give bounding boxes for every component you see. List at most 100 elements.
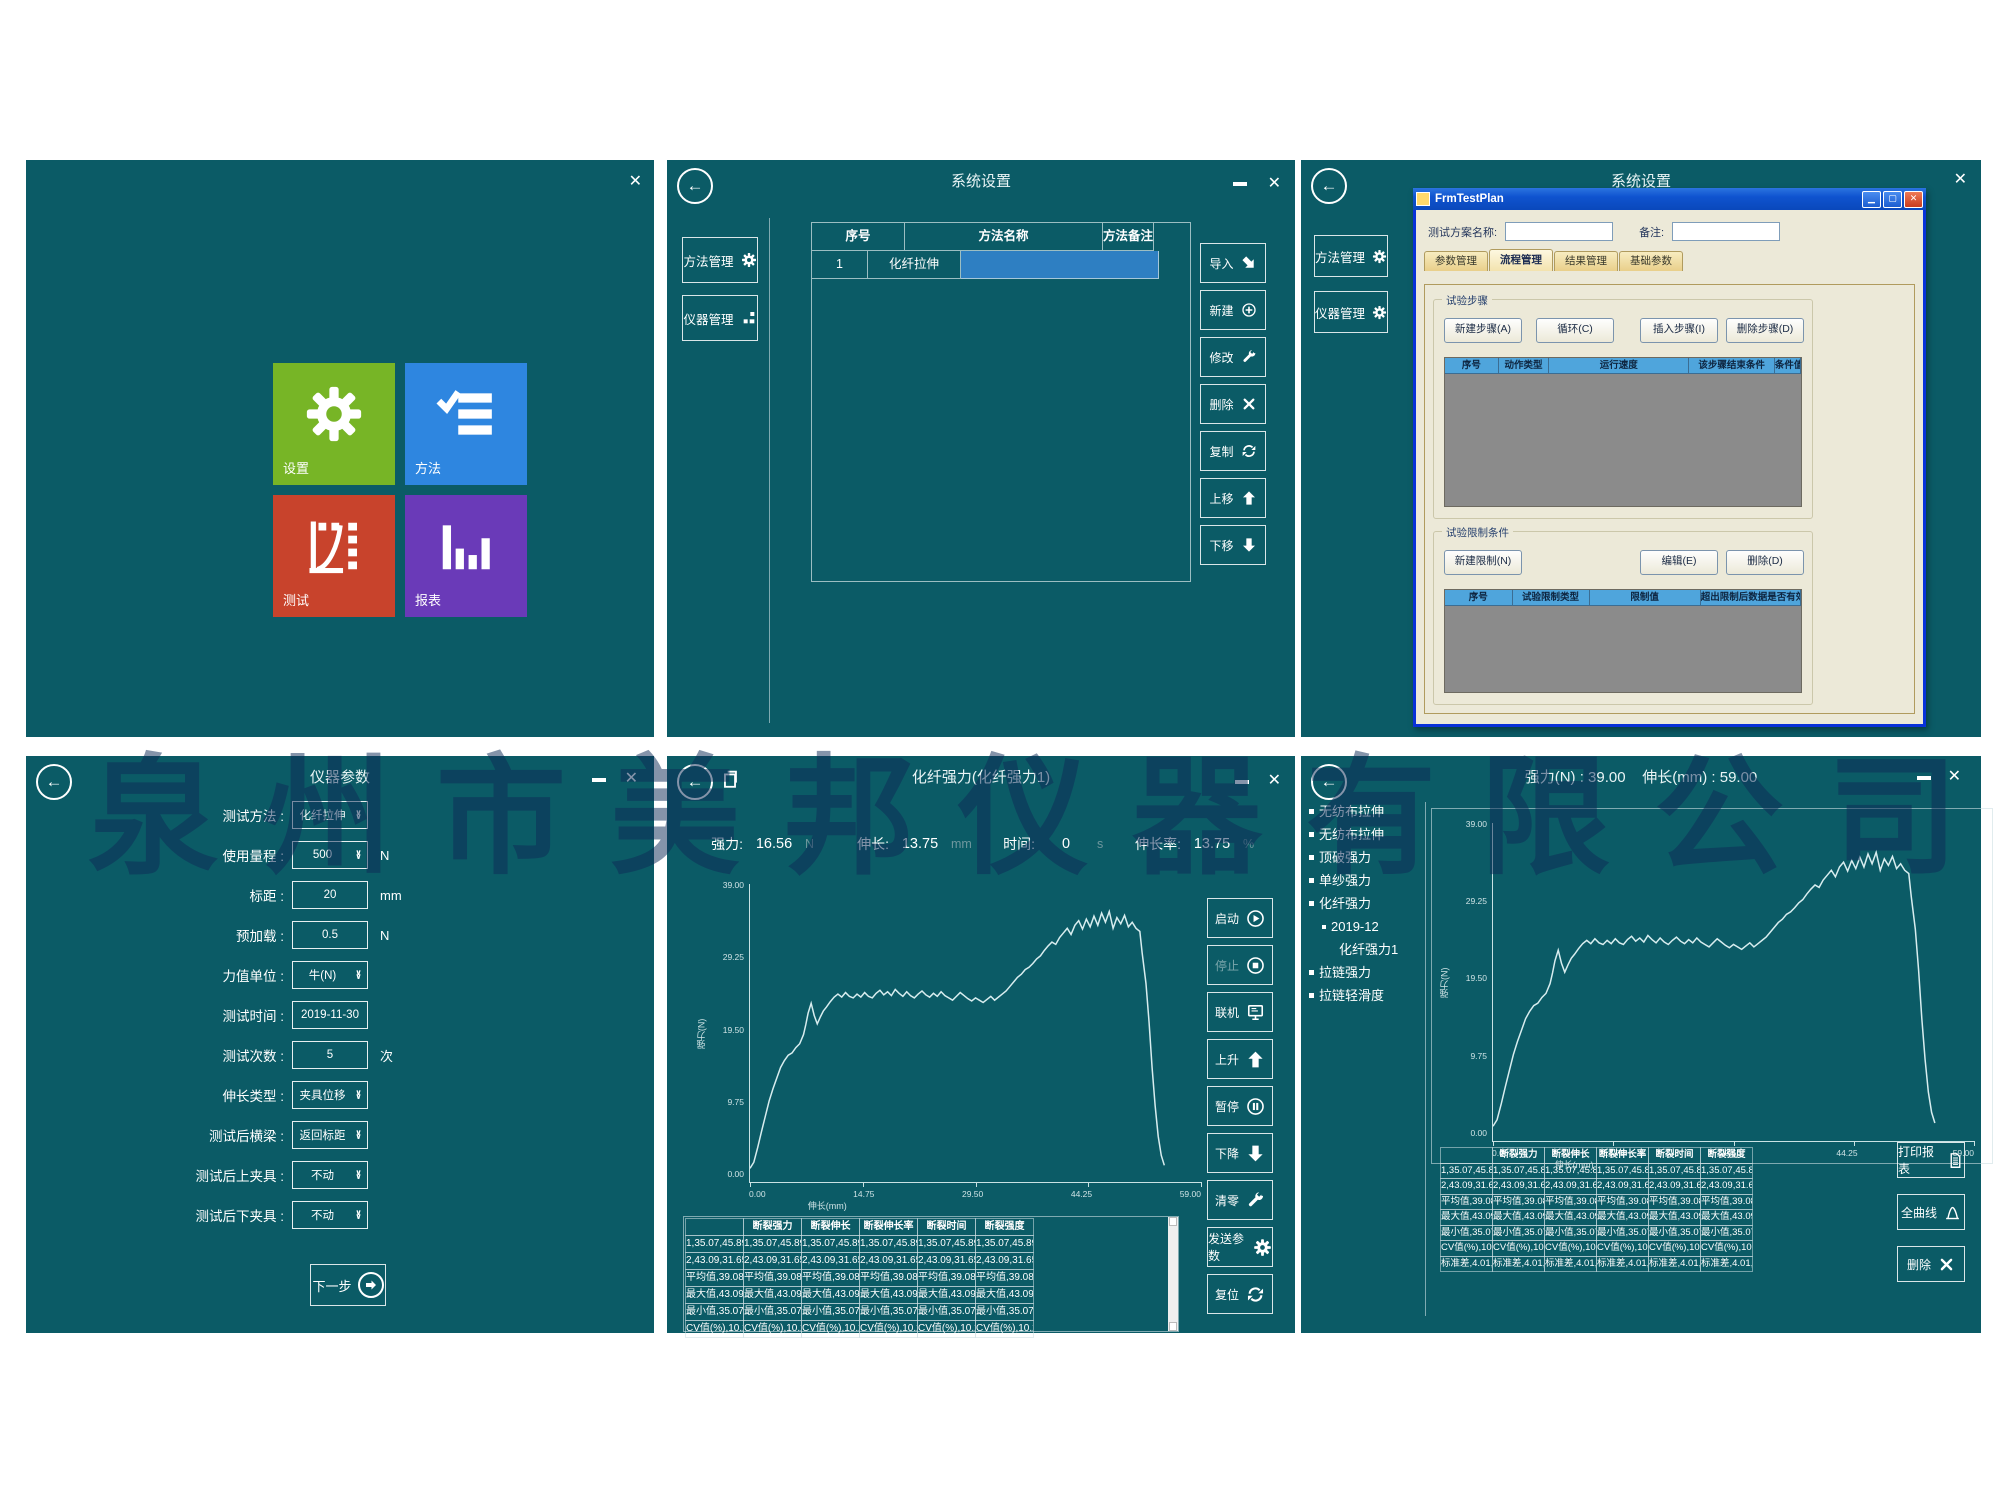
table-row[interactable]: 1,35.07,45.89,45.89,5.47,0.701,35.07,45.…	[1440, 1162, 1753, 1179]
dialog-tab[interactable]: 基础参数	[1619, 251, 1683, 271]
tree-item[interactable]: 拉链轻滑度	[1309, 986, 1421, 1005]
dialog-button[interactable]: 删除步骤(D)	[1726, 318, 1804, 343]
minimize-icon[interactable]	[1917, 776, 1931, 780]
control-button[interactable]: 复位	[1207, 1274, 1273, 1314]
tree-item[interactable]: 无纺布拉伸	[1309, 802, 1421, 821]
table-row[interactable]: 最小值,35.07,31.65,31.65,3.76,0.70最小值,35.07…	[1440, 1224, 1753, 1241]
table-row[interactable]: 最大值,43.09,45.89,45.89,5.47,0.86最大值,43.09…	[685, 1286, 1034, 1304]
chevron-down-icon[interactable]: ∨ ∨	[355, 1167, 362, 1181]
tree-item[interactable]: 化纤强力	[1309, 894, 1421, 913]
chevron-down-icon[interactable]: ∨ ∨	[355, 847, 362, 861]
control-button[interactable]: 上升	[1207, 1039, 1273, 1079]
control-button[interactable]: 暂停	[1207, 1086, 1273, 1126]
tree-item[interactable]: 化纤强力1	[1309, 940, 1421, 959]
table-row[interactable]: 最小值,35.07,31.65,31.65,3.76,0.70最小值,35.07…	[685, 1303, 1034, 1321]
sidebar-button[interactable]: 仪器管理	[1314, 291, 1388, 333]
control-button[interactable]: 启动	[1207, 898, 1273, 938]
chevron-down-icon[interactable]: ∨ ∨	[355, 807, 362, 821]
table-row[interactable]: 2,43.09,31.65,31.65,3.76,0.862,43.09,31.…	[1440, 1178, 1753, 1195]
remark-input[interactable]	[1672, 222, 1781, 241]
close-icon[interactable]: ✕	[628, 173, 642, 190]
table-row[interactable]: 平均值,39.08,38.77,38.77,4.62,0.78平均值,39.08…	[1440, 1193, 1753, 1210]
back-icon[interactable]: ←	[36, 764, 72, 800]
action-button[interactable]: 打印报表	[1897, 1142, 1965, 1178]
dialog-close-icon[interactable]: ✕	[1904, 190, 1923, 208]
tree-item[interactable]: 单纱强力	[1309, 871, 1421, 890]
vertical-scrollbar[interactable]	[1168, 1217, 1178, 1331]
dialog-button[interactable]: 插入步骤(I)	[1640, 318, 1718, 343]
dialog-button[interactable]: 循环(C)	[1536, 318, 1614, 343]
close-icon[interactable]: ✕	[1267, 175, 1281, 192]
action-button[interactable]: 上移	[1200, 478, 1266, 518]
tile-methods[interactable]: 方法	[405, 363, 527, 485]
table-row[interactable]: 平均值,39.08,38.77,38.77,4.62,0.78平均值,39.08…	[685, 1269, 1034, 1287]
close-icon[interactable]: ✕	[1953, 171, 1967, 188]
action-button[interactable]: 导入	[1200, 243, 1266, 283]
param-input[interactable]: 牛(N) ∨ ∨	[292, 961, 368, 989]
dialog-maximize-icon[interactable]: ▢	[1883, 190, 1902, 208]
chevron-down-icon[interactable]: ∨ ∨	[355, 1127, 362, 1141]
action-button[interactable]: 新建	[1200, 290, 1266, 330]
table-row[interactable]: 最大值,43.09,45.89,45.89,5.47,0.86最大值,43.09…	[1440, 1209, 1753, 1226]
param-input[interactable]: 0.5 ∨∨	[292, 921, 368, 949]
dialog-tab[interactable]: 结果管理	[1554, 251, 1618, 271]
param-input[interactable]: 2019-11-30 ∨∨	[292, 1001, 368, 1029]
control-button[interactable]: 下降	[1207, 1133, 1273, 1173]
minimize-icon[interactable]	[1235, 780, 1249, 784]
tile-test[interactable]: 测试	[273, 495, 395, 617]
action-button[interactable]: 删除	[1897, 1246, 1965, 1282]
next-button[interactable]: 下一步	[310, 1264, 386, 1306]
chevron-down-icon[interactable]: ∨ ∨	[355, 1087, 362, 1101]
dialog-tab[interactable]: 流程管理	[1489, 249, 1553, 271]
tree-item[interactable]: 拉链强力	[1309, 963, 1421, 982]
tile-report[interactable]: 报表	[405, 495, 527, 617]
table-row[interactable]: 1,35.07,45.89,45.89,5.47,0.701,35.07,45.…	[685, 1235, 1034, 1253]
tree-item[interactable]: 无纺布拉伸	[1309, 825, 1421, 844]
action-button[interactable]: 下移	[1200, 525, 1266, 565]
minimize-icon[interactable]	[592, 778, 606, 782]
close-icon[interactable]: ✕	[624, 770, 638, 787]
back-icon[interactable]: ←	[677, 168, 713, 204]
close-icon[interactable]: ✕	[1267, 772, 1281, 789]
table-row[interactable]: CV值(%),10.26,18.36,18.36,18.53,10.26CV值(…	[685, 1320, 1034, 1338]
control-button[interactable]: 停止	[1207, 945, 1273, 985]
param-input[interactable]: 500 ∨ ∨	[292, 841, 368, 869]
minimize-icon[interactable]	[1233, 182, 1247, 186]
control-button[interactable]: 清零	[1207, 1180, 1273, 1220]
param-input[interactable]: 夹具位移 ∨ ∨	[292, 1081, 368, 1109]
dialog-button[interactable]: 编辑(E)	[1640, 550, 1718, 575]
dialog-button[interactable]: 新建步骤(A)	[1444, 318, 1522, 343]
action-button[interactable]: 删除	[1200, 384, 1266, 424]
dialog-button[interactable]: 新建限制(N)	[1444, 550, 1522, 575]
tree-item[interactable]: 2019-12	[1309, 917, 1421, 936]
dialog-tab[interactable]: 参数管理	[1424, 251, 1488, 271]
param-input[interactable]: 不动 ∨ ∨	[292, 1161, 368, 1189]
table-row[interactable]: 标准差,4.01,7.12,7.12,0.85,0.08标准差,4.01,7.1…	[1440, 1255, 1753, 1272]
param-input[interactable]: 化纤拉伸 ∨ ∨	[292, 801, 368, 829]
cell-method-note[interactable]	[961, 251, 1159, 279]
table-row[interactable]: 2,43.09,31.65,31.65,3.76,0.862,43.09,31.…	[685, 1252, 1034, 1270]
chevron-down-icon[interactable]: ∨ ∨	[355, 1207, 362, 1221]
param-input[interactable]: 20 ∨∨	[292, 881, 368, 909]
dialog-titlebar[interactable]: FrmTestPlan ▁ ▢ ✕	[1413, 188, 1926, 210]
action-button[interactable]: 修改	[1200, 337, 1266, 377]
back-icon[interactable]: ←	[1311, 168, 1347, 204]
param-input[interactable]: 5 ∨∨	[292, 1041, 368, 1069]
back-icon[interactable]: ←	[1311, 764, 1347, 800]
tile-settings[interactable]: 设置	[273, 363, 395, 485]
control-button[interactable]: 联机	[1207, 992, 1273, 1032]
param-input[interactable]: 不动 ∨ ∨	[292, 1201, 368, 1229]
action-button[interactable]: 全曲线	[1897, 1194, 1965, 1230]
back-icon[interactable]: ←	[677, 764, 713, 800]
chevron-down-icon[interactable]: ∨ ∨	[355, 967, 362, 981]
dialog-button[interactable]: 删除(D)	[1726, 550, 1804, 575]
sidebar-button[interactable]: 仪器管理	[682, 295, 758, 341]
tree-item[interactable]: 顶破强力	[1309, 848, 1421, 867]
table-row[interactable]: CV值(%),10.26,18.36,18.36,18.53,10.26CV值(…	[1440, 1240, 1753, 1257]
dialog-minimize-icon[interactable]: ▁	[1862, 190, 1881, 208]
action-button[interactable]: 复制	[1200, 431, 1266, 471]
close-icon[interactable]: ✕	[1947, 768, 1961, 785]
param-input[interactable]: 返回标距 ∨ ∨	[292, 1121, 368, 1149]
sidebar-button[interactable]: 方法管理	[682, 237, 758, 283]
plan-name-input[interactable]	[1505, 222, 1614, 241]
